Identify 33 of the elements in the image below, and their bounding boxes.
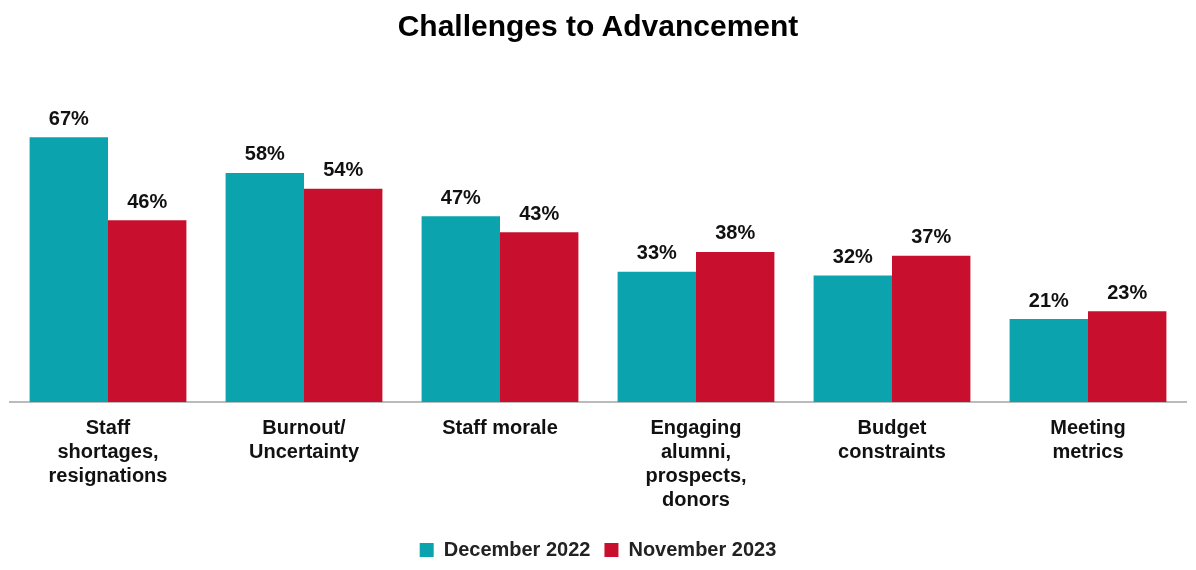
data-label: 67% bbox=[48, 106, 90, 129]
bar bbox=[421, 216, 500, 402]
data-label: 33% bbox=[636, 241, 678, 264]
bar bbox=[1009, 319, 1088, 402]
legend-label: December 2022 bbox=[443, 537, 591, 560]
bar bbox=[225, 172, 304, 402]
x-tick-label: Burnout/Uncertainty bbox=[248, 415, 360, 462]
x-tick-label: Staff morale bbox=[442, 415, 558, 438]
x-tick-label: Meeting metrics bbox=[1050, 415, 1126, 462]
data-label: 23% bbox=[1107, 280, 1148, 303]
data-label: 38% bbox=[715, 221, 756, 244]
data-label: 37% bbox=[911, 225, 952, 248]
data-label: 21% bbox=[1028, 288, 1070, 311]
bar bbox=[304, 188, 383, 402]
data-label: 46% bbox=[127, 189, 168, 212]
bar bbox=[108, 220, 187, 402]
x-tick-label: Engaging alumni, prospects, donors bbox=[645, 415, 747, 510]
data-label: 32% bbox=[832, 245, 874, 268]
x-tick-label: Staff shortages, resignations bbox=[48, 415, 168, 486]
bar bbox=[696, 251, 775, 402]
data-label: 58% bbox=[244, 142, 286, 165]
chart-title: Challenges to Advancement bbox=[397, 9, 799, 43]
legend-label: November 2023 bbox=[628, 537, 777, 560]
bar bbox=[813, 275, 892, 402]
data-label: 47% bbox=[440, 185, 482, 208]
bar bbox=[29, 137, 108, 402]
bar bbox=[892, 255, 971, 402]
data-label: 43% bbox=[519, 201, 560, 224]
bar bbox=[1088, 311, 1167, 402]
data-label: 54% bbox=[323, 158, 364, 181]
bar bbox=[500, 232, 579, 402]
bar bbox=[617, 271, 696, 402]
x-tick-label: Budget constraints bbox=[838, 415, 946, 462]
